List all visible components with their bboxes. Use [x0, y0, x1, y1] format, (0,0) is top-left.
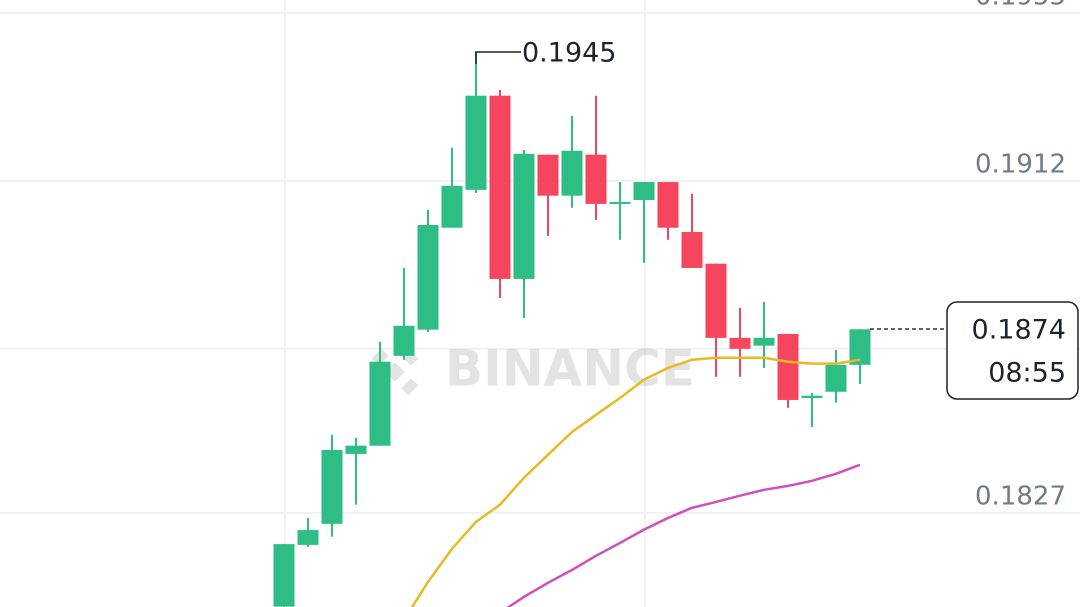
candle-body — [489, 95, 511, 279]
y-tick-label: 0.1912 — [975, 149, 1066, 179]
candle-body — [801, 395, 823, 399]
candle-body — [729, 337, 751, 349]
candle-body — [657, 182, 679, 228]
candle-body — [849, 329, 871, 365]
current-price: 0.1874 — [972, 315, 1066, 346]
price-box — [946, 301, 1079, 400]
y-tick-label: 0.1827 — [975, 481, 1066, 511]
watermark-text: BINANCE — [445, 340, 695, 398]
candle-body — [441, 185, 463, 228]
candle-body — [345, 445, 367, 454]
candle-body — [465, 95, 487, 190]
countdown: 08:55 — [988, 358, 1066, 389]
candle-body — [537, 154, 559, 196]
high-marker — [475, 51, 521, 64]
candle-body — [585, 154, 607, 204]
candle-body — [681, 232, 703, 268]
high-label: 0.1945 — [522, 37, 616, 68]
candle-body — [753, 337, 775, 346]
candle-body — [777, 333, 799, 400]
candle-body — [705, 263, 727, 338]
moving-average-line — [410, 356, 861, 607]
candle-body — [297, 530, 319, 545]
candle-body — [825, 364, 847, 392]
candle-body — [633, 182, 655, 200]
candle-body — [417, 224, 439, 330]
candle-body — [393, 325, 415, 356]
candle-body — [273, 544, 295, 607]
candle-body — [609, 201, 631, 204]
candle-body — [369, 361, 391, 446]
candle-body — [321, 449, 343, 524]
candle-body — [513, 153, 535, 279]
candle-body — [561, 150, 583, 196]
moving-average-line — [506, 463, 861, 607]
y-tick-label: 0.1955 — [975, 0, 1066, 11]
